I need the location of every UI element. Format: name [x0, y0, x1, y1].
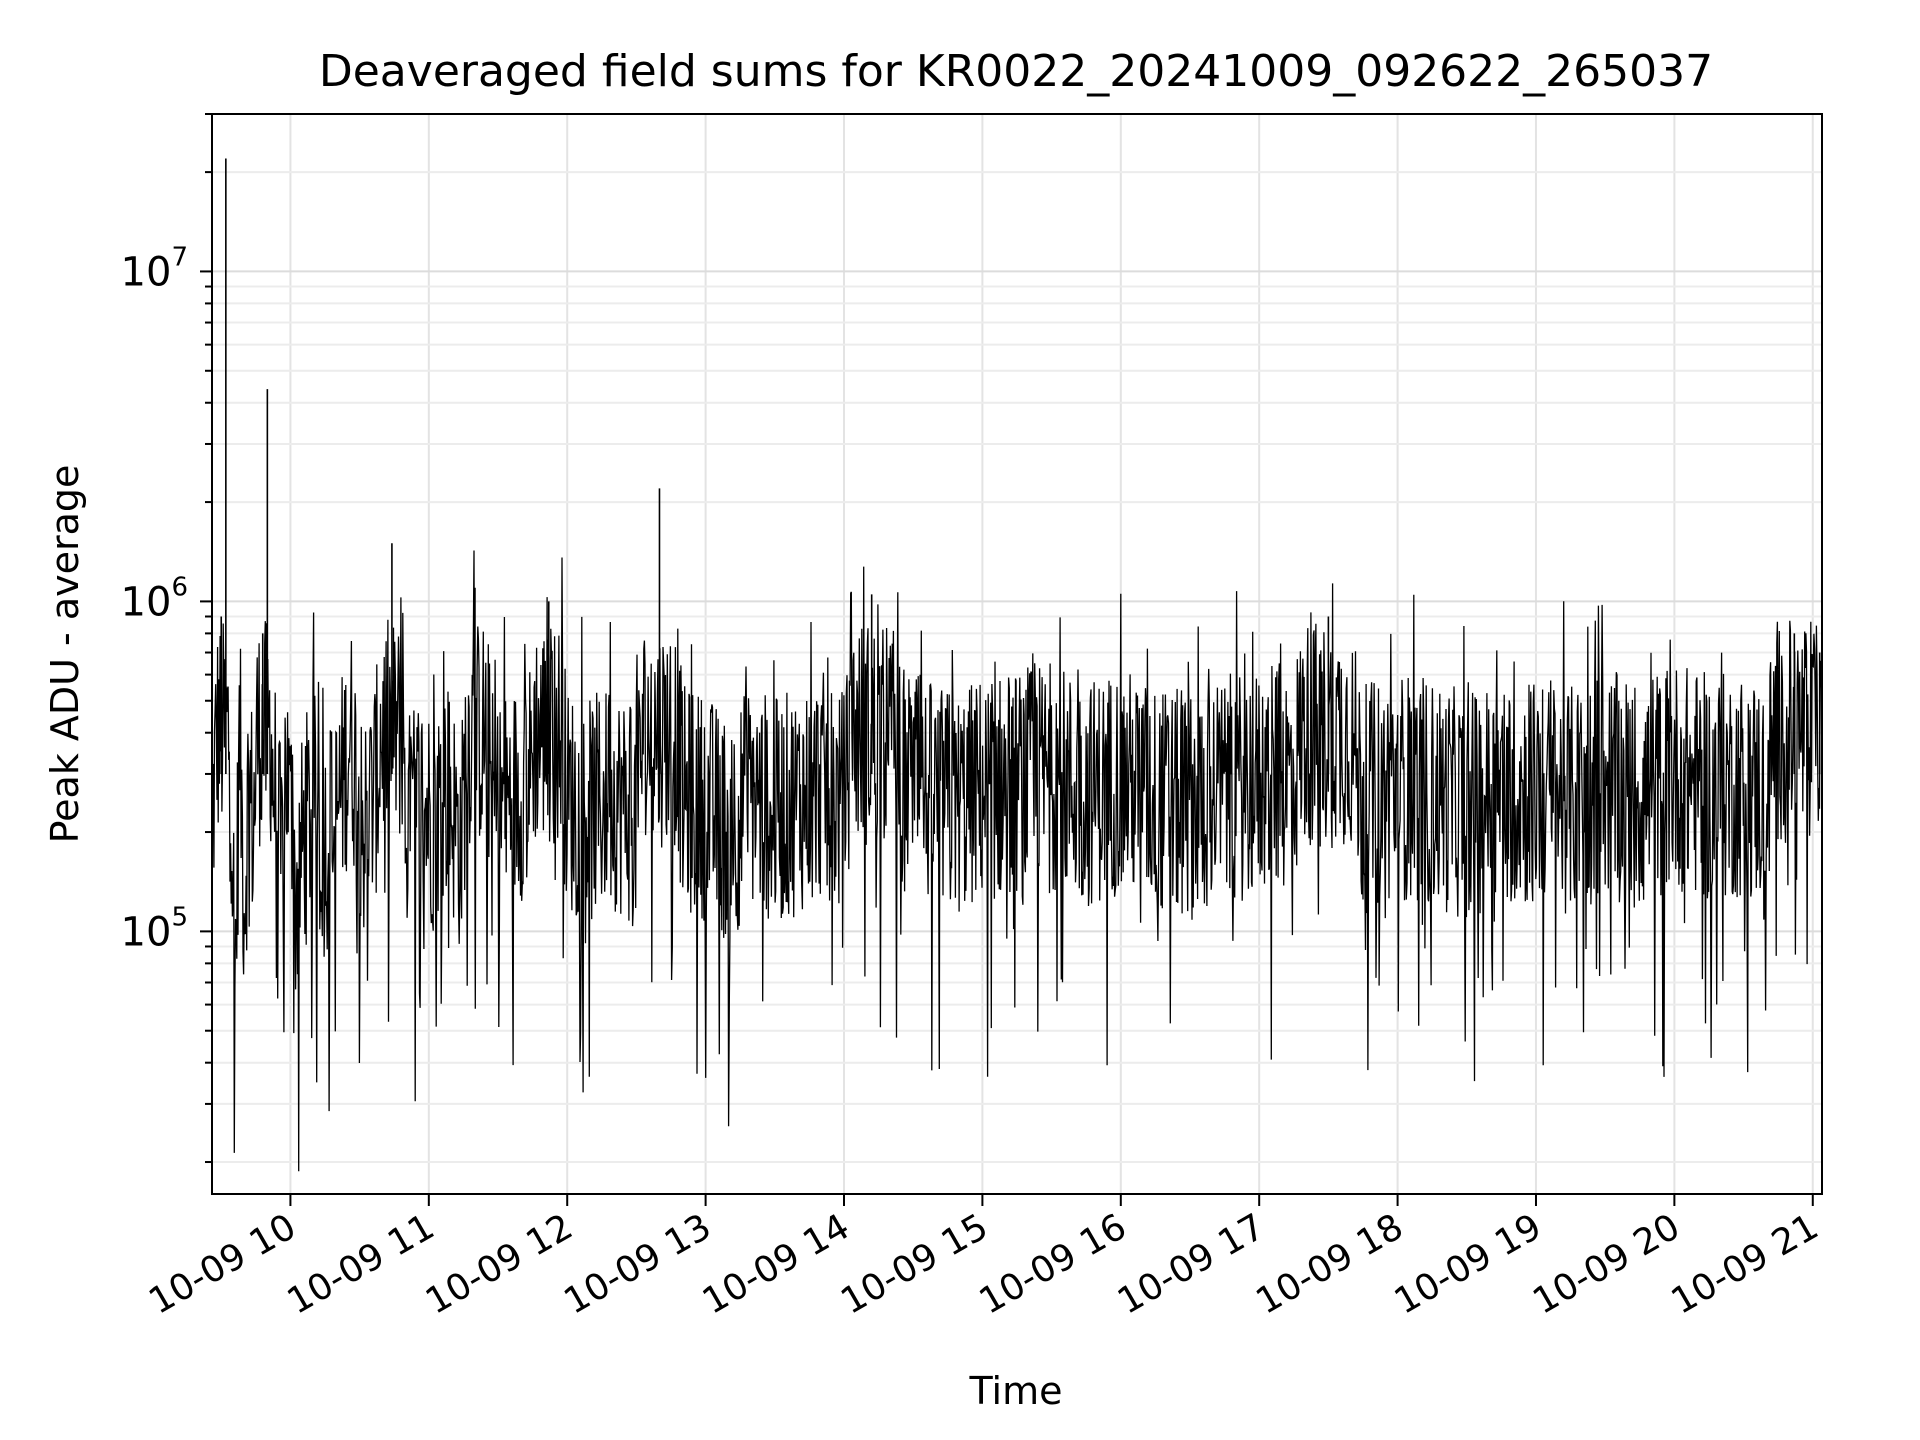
data-series — [211, 158, 1823, 1172]
series-line — [211, 550, 1823, 1172]
plot-area-frame — [211, 113, 1823, 1195]
y-tick-label: 107 — [121, 242, 188, 295]
y-tick-label: 106 — [121, 572, 188, 625]
y-axis-ticks: 105 106 107 — [121, 113, 212, 1164]
chart-title: Deaveraged field sums for KR0022_2024100… — [319, 46, 1713, 97]
y-tick-label: 105 — [121, 902, 188, 955]
y-axis-label: Peak ADU - average — [43, 465, 87, 844]
x-axis-label: Time — [969, 1369, 1063, 1413]
